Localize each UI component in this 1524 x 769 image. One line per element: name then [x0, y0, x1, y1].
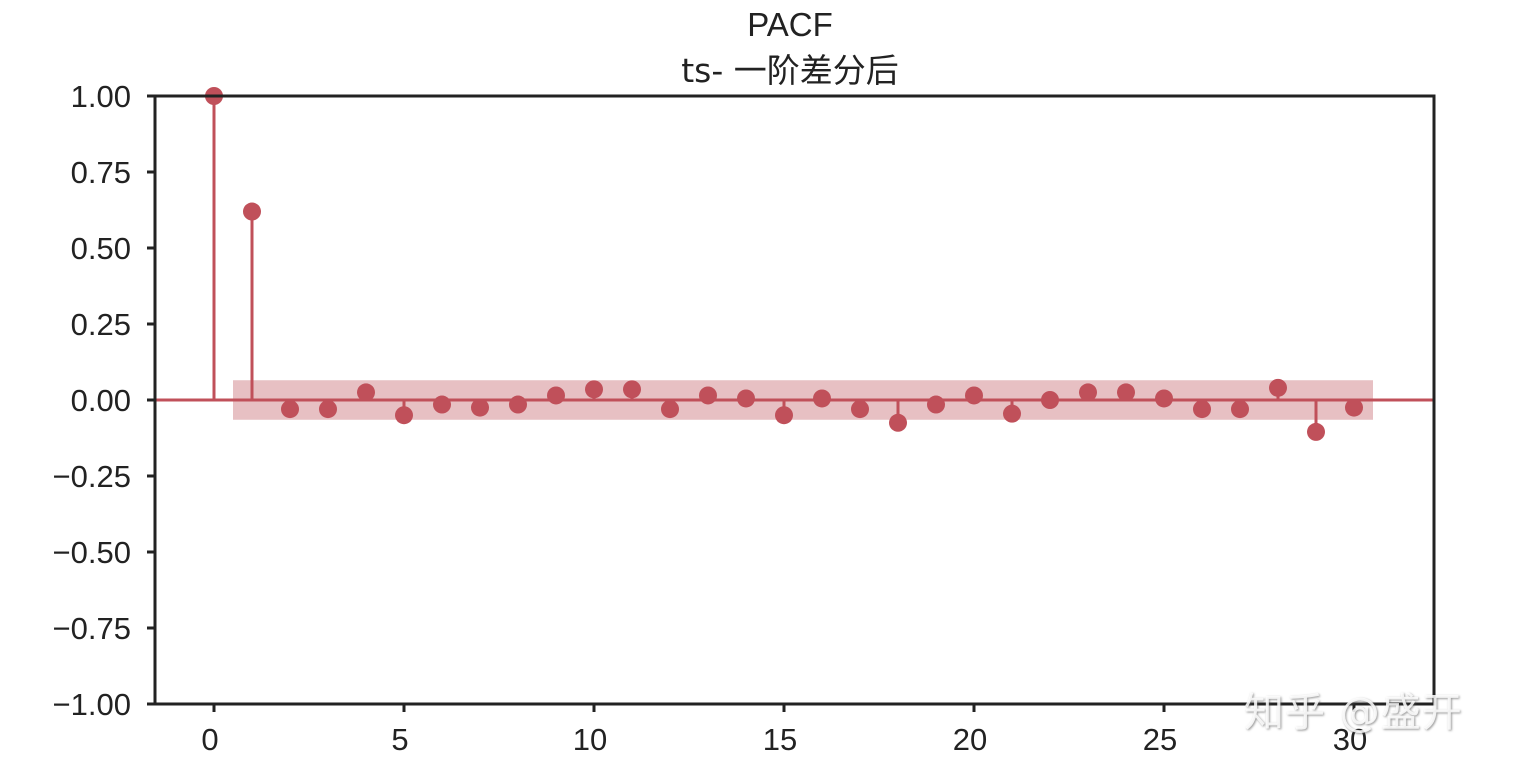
stem-marker	[1231, 400, 1249, 419]
stem-marker	[889, 413, 907, 432]
y-tick-label: −0.25	[53, 459, 131, 494]
stem-marker	[775, 406, 793, 425]
stem-marker	[623, 380, 641, 399]
y-tick-label: 0.75	[71, 155, 131, 190]
x-tick-label: 30	[1333, 722, 1367, 757]
y-axis-ticks: 1.00 0.75 0.50 0.25 0.00 −0.25 −0.50 −0.75 −1.00	[53, 79, 155, 722]
stem-marker	[1079, 383, 1097, 402]
y-tick-label: 0.50	[71, 231, 131, 266]
stem-marker	[585, 380, 603, 399]
stem-marker	[395, 406, 413, 425]
stem-marker	[509, 395, 527, 414]
x-tick-label: 10	[573, 722, 607, 757]
stem-marker	[1345, 398, 1363, 417]
y-tick-label: 0.25	[71, 307, 131, 342]
stem-marker	[927, 395, 945, 414]
y-tick-label: −0.50	[53, 535, 131, 570]
stem-marker	[243, 202, 261, 221]
y-tick-label: 0.00	[71, 383, 131, 418]
stem-marker	[965, 386, 983, 405]
x-tick-label: 15	[763, 722, 797, 757]
stem-marker	[737, 389, 755, 408]
stem-marker	[813, 389, 831, 408]
y-tick-label: 1.00	[71, 79, 131, 114]
x-tick-label: 20	[953, 722, 987, 757]
stem-marker	[433, 395, 451, 414]
stem-marker	[1155, 389, 1173, 408]
x-tick-label: 25	[1143, 722, 1177, 757]
stem-marker	[1269, 378, 1287, 397]
stem-marker	[1193, 400, 1211, 419]
chart-subtitle: ts- 一阶差分后	[681, 51, 899, 90]
x-axis-ticks: 0 5 10 15 20 25 30	[201, 704, 1367, 757]
stem-marker	[661, 400, 679, 419]
stem-marker	[547, 386, 565, 405]
stem-marker	[319, 400, 337, 419]
y-tick-label: −0.75	[53, 611, 131, 646]
stem-marker	[1003, 404, 1021, 423]
stem-marker	[1117, 383, 1135, 402]
stem-marker	[1041, 391, 1059, 409]
x-tick-label: 5	[391, 722, 408, 757]
x-tick-label: 0	[201, 722, 218, 757]
chart-title: PACF	[747, 6, 833, 43]
stem-marker	[357, 383, 375, 402]
y-tick-label: −1.00	[53, 687, 131, 722]
stem-marker	[851, 400, 869, 419]
stem-marker	[281, 400, 299, 419]
stem-marker	[471, 398, 489, 417]
watermark: 知乎 @盛开	[1244, 690, 1463, 736]
stem-marker	[699, 386, 717, 405]
stem-marker	[1307, 422, 1325, 441]
